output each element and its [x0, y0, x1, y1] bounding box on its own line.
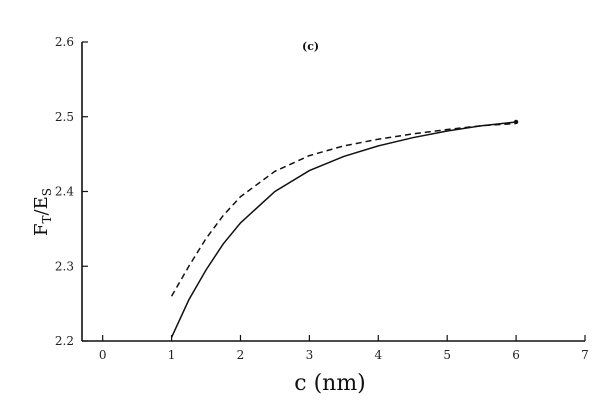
- y-tick-label: 2.4: [55, 185, 74, 199]
- panel-label: (c): [302, 40, 319, 53]
- y-axis-label-sub1: T: [40, 215, 54, 223]
- y-tick-label: 2.6: [55, 35, 74, 49]
- x-tick-label: 0: [99, 348, 107, 362]
- y-tick-label: 2.3: [55, 259, 74, 273]
- series-group: [170, 119, 519, 338]
- y-tick-label: 2.5: [55, 110, 74, 124]
- x-axis-label-main: c: [294, 371, 306, 396]
- y-axis-label-base1: F: [31, 223, 52, 236]
- x-tick-label: 1: [168, 348, 176, 362]
- y-axis-label-slash: /E: [31, 196, 52, 215]
- y-tick-label: 2.2: [55, 334, 74, 348]
- x-tick-label: 7: [581, 348, 589, 362]
- y-axis-label-sub2: S: [40, 188, 54, 196]
- x-axis-label: c (nm): [294, 371, 366, 396]
- series-line-dashed: [170, 122, 517, 297]
- x-ticks: 0 1 2 3 4 5 6 7: [99, 335, 589, 362]
- axes: [81, 42, 585, 342]
- x-tick-label: 2: [237, 348, 245, 362]
- x-tick-label: 6: [512, 348, 520, 362]
- x-axis-label-unit: (nm): [314, 371, 366, 396]
- x-tick-label: 4: [374, 348, 382, 362]
- y-axis-label: FT/ES: [31, 188, 54, 236]
- series-line-solid: [170, 121, 517, 338]
- x-tick-label: 3: [306, 348, 314, 362]
- x-tick-label: 5: [443, 348, 451, 362]
- y-ticks: 2.2 2.3 2.4 2.5 2.6: [55, 35, 88, 348]
